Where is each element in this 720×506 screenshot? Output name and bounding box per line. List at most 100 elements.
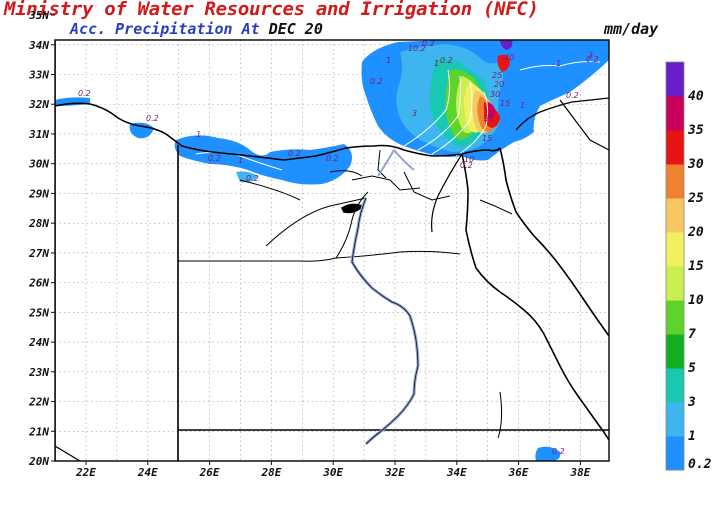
colorbar-swatch <box>666 334 684 369</box>
contour-value-label: 1 <box>520 101 525 110</box>
lat-tick-label: 24N <box>28 336 49 349</box>
contour-value-label: 1 <box>196 130 201 139</box>
governorate-line <box>178 257 337 262</box>
governorate-line <box>335 250 461 259</box>
precip-area-southeast <box>535 446 561 461</box>
mediterranean-coastline <box>55 102 501 161</box>
units-label: mm/day <box>604 20 659 38</box>
contour-line <box>431 81 473 155</box>
governorate-line <box>351 175 421 191</box>
lat-tick-label: 26N <box>28 277 49 290</box>
lat-tick-label: 28N <box>28 217 49 230</box>
latitude-labels: 20N 21N 22N 23N 24N 25N 26N 27N 28N 29N 30N 31N 32N 3… <box>28 9 55 468</box>
contour-value-label: 25 <box>492 71 502 80</box>
lon-tick-label: 32E <box>384 466 405 479</box>
colorbar-label: 10 <box>688 293 704 308</box>
colorbar-swatch <box>666 368 684 403</box>
governorate-line <box>265 197 367 247</box>
contour-value-label: 30 <box>484 114 494 123</box>
contour-line <box>403 69 451 147</box>
contour-value-label: 1 <box>556 59 561 68</box>
contour-value-label: 0.2 <box>246 174 259 183</box>
contour-value-label: 0.2 <box>566 91 579 100</box>
colorbar-label: 20 <box>687 225 704 240</box>
lat-tick-label: 34N <box>28 39 49 52</box>
nile-delta <box>377 149 415 177</box>
subtitle-date: DEC 20 <box>268 20 323 38</box>
colorbar-label: 1 <box>688 429 696 444</box>
contour-value-label: 0.2 <box>78 89 91 98</box>
chart-subtitle: Acc. Precipitation At DEC 20 <box>70 20 323 38</box>
contour-line <box>519 61 601 71</box>
colorbar-label: 5 <box>688 361 696 376</box>
suez-gulf <box>431 153 463 233</box>
red-sea-coast-east <box>533 235 609 337</box>
lat-tick-label: 32N <box>28 98 49 111</box>
colorbar-swatch <box>666 232 684 267</box>
contour-line <box>455 91 489 157</box>
lat-tick-label: 22N <box>28 396 49 409</box>
lon-tick-label: 24E <box>137 466 158 479</box>
lat-tick-label: 21N <box>28 425 49 438</box>
contour-value-label: 0.2 <box>440 56 453 65</box>
contour-value-label: 0.2 <box>288 149 301 158</box>
governorate-line <box>239 179 301 201</box>
subtitle-prefix: Acc. Precipitation At <box>70 20 260 38</box>
contour-value-label: 40 <box>504 53 514 62</box>
precip-area-north-40mm <box>500 40 513 50</box>
governorate-line <box>377 149 387 179</box>
governorate-line <box>329 170 363 177</box>
lat-tick-label: 25N <box>28 306 49 319</box>
lat-tick-label: 20N <box>28 455 49 468</box>
contour-value-label: 20 <box>494 80 504 89</box>
nile-bank <box>351 197 419 445</box>
levant-border <box>515 97 609 131</box>
precip-area-east-35mm <box>487 102 496 119</box>
colorbar-swatch <box>666 436 684 471</box>
lon-tick-label: 30E <box>322 466 343 479</box>
contour-value-label: 0.2 <box>370 77 383 86</box>
contour-value-label: 0.2 <box>552 447 565 456</box>
governorate-line <box>497 391 503 439</box>
lon-tick-label: 38E <box>569 466 590 479</box>
colorbar-border <box>665 61 685 471</box>
lat-tick-label: 29N <box>28 187 49 200</box>
colorbar-label: 35 <box>687 123 704 138</box>
longitude-labels: 22E 24E 26E 28E 30E 32E 34E 36E 38E <box>75 461 591 479</box>
chad-border <box>55 445 81 461</box>
colorbar-label: 40 <box>688 89 704 104</box>
governorate-line <box>335 191 369 259</box>
lat-tick-label: 31N <box>28 128 49 141</box>
jordan-border <box>559 99 609 151</box>
colorbar-label: 30 <box>687 157 704 172</box>
colorbar-swatch <box>666 266 684 301</box>
contour-value-label: 15 <box>482 134 492 143</box>
contour-value-label: 0.2 <box>146 114 159 123</box>
colorbar-swatch <box>666 198 684 233</box>
lon-tick-label: 34E <box>446 466 467 479</box>
chart-title: Ministry of Water Resources and Irrigati… <box>4 0 539 20</box>
map-borders <box>55 40 609 461</box>
precip-area-coast-inner <box>236 171 258 183</box>
lon-tick-label: 22E <box>75 466 96 479</box>
lat-tick-label: 35N <box>28 9 49 22</box>
colorbar-label: 25 <box>687 191 704 206</box>
lon-tick-label: 28E <box>260 466 281 479</box>
contour-value-label: 10 <box>464 155 474 164</box>
colorbar-swatch <box>666 62 684 97</box>
map-frame <box>54 39 610 462</box>
sinai-east-border <box>499 147 535 237</box>
lon-tick-label: 36E <box>508 466 529 479</box>
precip-area-coast <box>174 135 352 185</box>
colorbar-label: 7 <box>688 327 696 342</box>
colorbar-swatch <box>666 402 684 437</box>
contour-value-label: 3 <box>412 109 417 118</box>
red-sea-coast-west <box>461 153 609 441</box>
contour-value-label: 1 <box>386 56 391 65</box>
lat-tick-label: 27N <box>28 247 49 260</box>
colorbar-swatch <box>666 130 684 165</box>
colorbar-swatch <box>666 300 684 335</box>
lat-tick-label: 33N <box>28 69 49 82</box>
